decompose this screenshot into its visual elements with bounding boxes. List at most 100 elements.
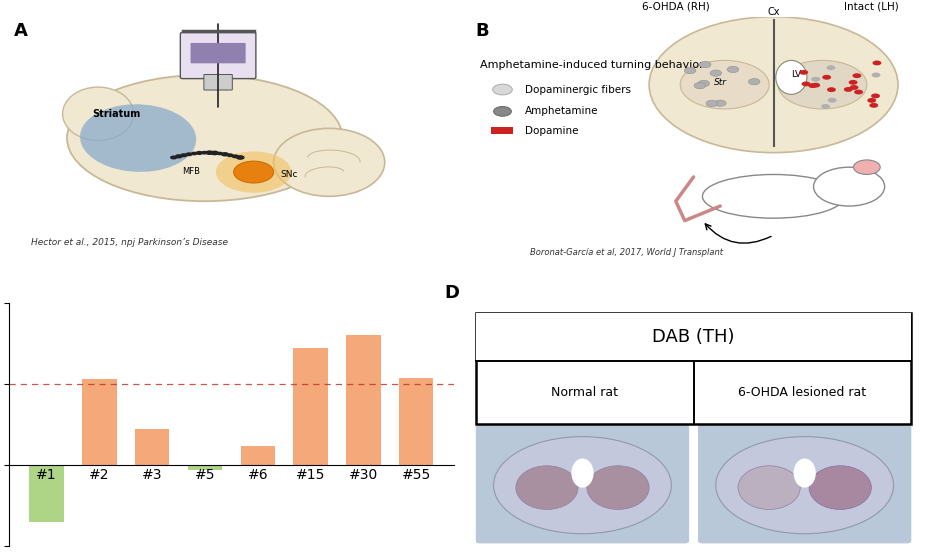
Circle shape xyxy=(227,153,234,157)
Circle shape xyxy=(802,81,810,86)
FancyBboxPatch shape xyxy=(698,424,911,544)
Ellipse shape xyxy=(702,174,845,218)
Text: D: D xyxy=(445,284,460,302)
Circle shape xyxy=(714,100,726,106)
FancyBboxPatch shape xyxy=(180,32,256,79)
Circle shape xyxy=(221,152,229,157)
Circle shape xyxy=(710,70,722,76)
FancyBboxPatch shape xyxy=(204,75,232,90)
Ellipse shape xyxy=(274,128,385,196)
Bar xyxy=(491,126,512,134)
Circle shape xyxy=(821,104,830,109)
Circle shape xyxy=(848,80,857,85)
Ellipse shape xyxy=(67,75,342,201)
Circle shape xyxy=(684,67,696,74)
Ellipse shape xyxy=(494,437,672,534)
Bar xyxy=(135,429,169,465)
Text: Amphetamine: Amphetamine xyxy=(524,106,598,116)
Bar xyxy=(346,335,380,465)
Circle shape xyxy=(827,87,836,92)
Ellipse shape xyxy=(776,60,807,94)
Circle shape xyxy=(854,90,863,95)
Bar xyxy=(293,349,327,465)
Circle shape xyxy=(680,60,769,109)
Circle shape xyxy=(175,154,183,159)
Text: B: B xyxy=(475,22,489,40)
Circle shape xyxy=(854,160,881,174)
Circle shape xyxy=(706,100,718,106)
FancyBboxPatch shape xyxy=(191,43,246,63)
Circle shape xyxy=(827,65,835,70)
Text: LV: LV xyxy=(791,71,801,80)
Ellipse shape xyxy=(809,466,871,510)
Circle shape xyxy=(849,85,858,90)
Circle shape xyxy=(236,155,244,160)
Circle shape xyxy=(493,84,512,95)
Text: Dopamine: Dopamine xyxy=(524,125,578,135)
Circle shape xyxy=(195,151,204,155)
Circle shape xyxy=(811,83,820,87)
Text: Amphetamine-induced turning behavior: Amphetamine-induced turning behavior xyxy=(480,60,704,70)
Bar xyxy=(240,446,275,465)
Circle shape xyxy=(205,150,214,155)
Circle shape xyxy=(210,150,219,155)
Text: SNc: SNc xyxy=(280,170,298,179)
Text: 6-OHDA (RH): 6-OHDA (RH) xyxy=(642,2,709,12)
Text: Intact (LH): Intact (LH) xyxy=(844,2,899,12)
Ellipse shape xyxy=(234,161,274,183)
Circle shape xyxy=(180,153,188,157)
Ellipse shape xyxy=(587,466,649,510)
Circle shape xyxy=(828,98,837,102)
Ellipse shape xyxy=(63,87,134,140)
Circle shape xyxy=(201,151,208,154)
Circle shape xyxy=(853,73,861,78)
Circle shape xyxy=(814,167,884,206)
Circle shape xyxy=(170,155,178,159)
Text: A: A xyxy=(14,22,28,40)
Circle shape xyxy=(799,70,808,75)
Bar xyxy=(30,465,64,521)
Ellipse shape xyxy=(794,458,816,487)
Bar xyxy=(475,313,911,424)
Text: Boronat-García et al, 2017, World J Transplant: Boronat-García et al, 2017, World J Tran… xyxy=(530,248,723,257)
Circle shape xyxy=(868,98,876,103)
Circle shape xyxy=(822,75,832,80)
Bar xyxy=(475,313,911,361)
FancyBboxPatch shape xyxy=(475,424,689,544)
Text: 6-OHDA lesioned rat: 6-OHDA lesioned rat xyxy=(738,387,867,399)
Circle shape xyxy=(191,152,198,155)
Circle shape xyxy=(231,154,239,158)
Bar xyxy=(188,465,222,470)
Text: DAB (TH): DAB (TH) xyxy=(652,328,734,346)
Text: Normal rat: Normal rat xyxy=(551,387,618,399)
Ellipse shape xyxy=(80,104,196,172)
Text: Str: Str xyxy=(714,78,727,87)
Circle shape xyxy=(844,87,853,92)
Circle shape xyxy=(694,82,706,89)
Circle shape xyxy=(185,152,192,157)
Bar xyxy=(82,379,117,465)
Circle shape xyxy=(871,72,881,77)
Circle shape xyxy=(778,60,867,109)
Circle shape xyxy=(649,17,898,153)
Circle shape xyxy=(699,61,711,68)
Text: Cx: Cx xyxy=(768,7,780,17)
Circle shape xyxy=(808,83,817,88)
Ellipse shape xyxy=(572,458,594,487)
Text: MFB: MFB xyxy=(182,167,201,176)
Circle shape xyxy=(870,103,878,108)
Bar xyxy=(399,378,434,465)
Circle shape xyxy=(216,152,223,155)
Circle shape xyxy=(727,66,739,72)
Circle shape xyxy=(698,80,709,87)
Ellipse shape xyxy=(216,152,291,193)
Text: Dopaminergic fibers: Dopaminergic fibers xyxy=(524,85,631,95)
Circle shape xyxy=(748,79,760,85)
Text: Striatum: Striatum xyxy=(92,109,140,119)
Circle shape xyxy=(494,106,512,116)
Text: Hector et al., 2015, npj Parkinson’s Disease: Hector et al., 2015, npj Parkinson’s Dis… xyxy=(31,238,228,247)
Ellipse shape xyxy=(516,466,578,510)
Ellipse shape xyxy=(716,437,894,534)
Circle shape xyxy=(872,61,882,65)
Ellipse shape xyxy=(738,466,800,510)
